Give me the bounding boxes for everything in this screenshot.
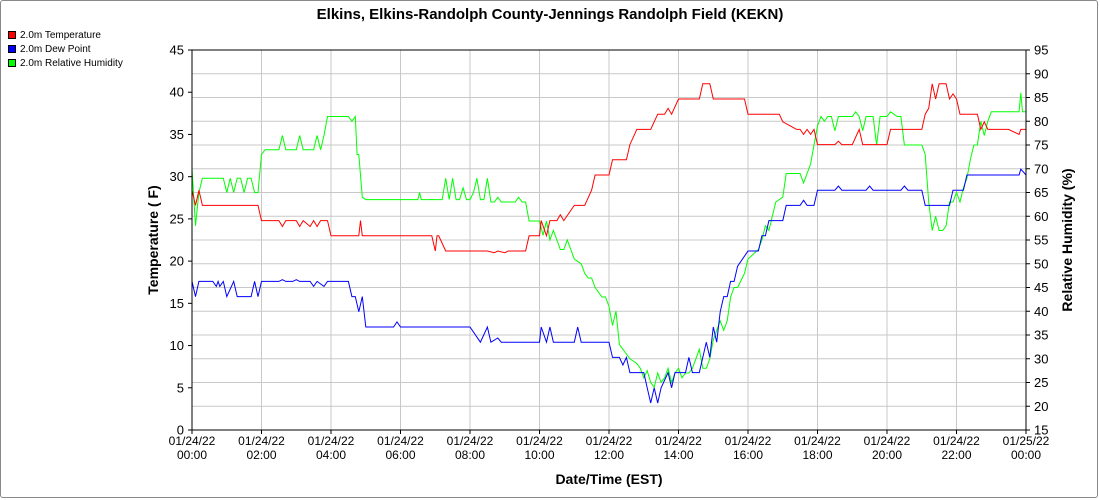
- x-tick-label-date: 01/24/22: [655, 434, 702, 448]
- y-right-tick-label: 20: [1034, 399, 1048, 414]
- y-left-tick-label: 40: [170, 85, 184, 100]
- x-tick-label-date: 01/24/22: [725, 434, 772, 448]
- chart-axes: 01/24/2200:0001/24/2202:0001/24/2204:000…: [169, 43, 1050, 463]
- legend-label-relative-humidity: 2.0m Relative Humidity: [20, 57, 123, 69]
- y-left-tick-label: 15: [170, 296, 184, 311]
- x-tick-label-date: 01/24/22: [864, 434, 911, 448]
- x-tick-label-date: 01/24/22: [586, 434, 633, 448]
- x-tick-label-time: 08:00: [455, 448, 485, 462]
- legend-swatch-relative-humidity: [8, 59, 16, 67]
- x-axis-label: Date/Time (EST): [555, 471, 662, 487]
- y-left-tick-label: 5: [177, 380, 184, 395]
- y-right-tick-label: 35: [1034, 328, 1048, 343]
- legend-label-temperature: 2.0m Temperature: [20, 29, 101, 41]
- x-tick-label-date: 01/25/22: [1003, 434, 1050, 448]
- legend-item-relative-humidity: 2.0m Relative Humidity: [8, 56, 123, 70]
- x-tick-label-date: 01/24/22: [933, 434, 980, 448]
- series-line-relative-humidity: [191, 92, 1026, 389]
- legend-swatch-dew-point: [8, 45, 16, 53]
- chart-legend: 2.0m Temperature 2.0m Dew Point 2.0m Rel…: [8, 28, 123, 70]
- y-left-tick-label: 25: [170, 211, 184, 226]
- y-right-tick-label: 40: [1034, 304, 1048, 319]
- y-left-tick-label: 35: [170, 127, 184, 142]
- x-tick-label-date: 01/24/22: [169, 434, 216, 448]
- y-right-tick-label: 80: [1034, 114, 1048, 129]
- y-left-tick-label: 45: [170, 43, 184, 58]
- chart-title: Elkins, Elkins-Randolph County-Jennings …: [317, 6, 784, 23]
- legend-swatch-temperature: [8, 31, 16, 39]
- x-tick-label-time: 16:00: [733, 448, 763, 462]
- x-tick-label-time: 04:00: [316, 448, 346, 462]
- x-tick-label-time: 20:00: [872, 448, 902, 462]
- y-right-tick-label: 30: [1034, 351, 1048, 366]
- y-right-tick-label: 60: [1034, 209, 1048, 224]
- legend-item-temperature: 2.0m Temperature: [8, 28, 123, 42]
- legend-label-dew-point: 2.0m Dew Point: [20, 43, 91, 55]
- y-left-tick-label: 0: [177, 423, 184, 438]
- y-right-tick-label: 70: [1034, 161, 1048, 176]
- x-tick-label-time: 00:00: [177, 448, 207, 462]
- y-right-tick-label: 85: [1034, 90, 1048, 105]
- y-right-tick-label: 25: [1034, 375, 1048, 390]
- x-tick-label-time: 06:00: [385, 448, 415, 462]
- y-left-tick-label: 20: [170, 254, 184, 269]
- chart-series-layer: [191, 83, 1027, 404]
- x-tick-label-date: 01/24/22: [377, 434, 424, 448]
- y-axis-right-label: Relative Humidity (%): [1059, 168, 1075, 311]
- x-tick-label-date: 01/24/22: [238, 434, 285, 448]
- y-axis-left-label: Temperature ( F): [145, 185, 161, 294]
- y-right-tick-label: 90: [1034, 66, 1048, 81]
- chart-grid: [192, 50, 1026, 430]
- y-left-tick-label: 30: [170, 169, 184, 184]
- x-tick-label-date: 01/24/22: [794, 434, 841, 448]
- y-right-tick-label: 15: [1034, 423, 1048, 438]
- x-tick-label-date: 01/24/22: [447, 434, 494, 448]
- y-right-tick-label: 95: [1034, 43, 1048, 58]
- x-tick-label-time: 14:00: [663, 448, 693, 462]
- series-line-temperature: [191, 83, 1026, 254]
- x-tick-label-time: 02:00: [246, 448, 276, 462]
- x-tick-label-time: 00:00: [1011, 448, 1041, 462]
- x-tick-label-time: 12:00: [594, 448, 624, 462]
- series-line-dew-point: [191, 168, 1027, 404]
- x-tick-label-time: 18:00: [802, 448, 832, 462]
- y-right-tick-label: 55: [1034, 233, 1048, 248]
- y-right-tick-label: 75: [1034, 138, 1048, 153]
- legend-item-dew-point: 2.0m Dew Point: [8, 42, 123, 56]
- y-left-tick-label: 10: [170, 338, 184, 353]
- y-right-tick-label: 50: [1034, 256, 1048, 271]
- x-tick-label-date: 01/24/22: [308, 434, 355, 448]
- x-tick-label-time: 22:00: [941, 448, 971, 462]
- y-right-tick-label: 45: [1034, 280, 1048, 295]
- x-tick-label-time: 10:00: [524, 448, 554, 462]
- x-tick-label-date: 01/24/22: [516, 434, 563, 448]
- y-right-tick-label: 65: [1034, 185, 1048, 200]
